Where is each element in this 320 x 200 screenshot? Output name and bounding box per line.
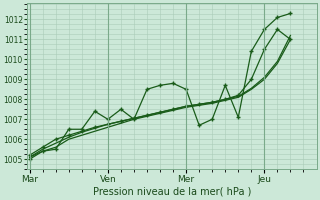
X-axis label: Pression niveau de la mer( hPa ): Pression niveau de la mer( hPa ) xyxy=(92,187,251,197)
